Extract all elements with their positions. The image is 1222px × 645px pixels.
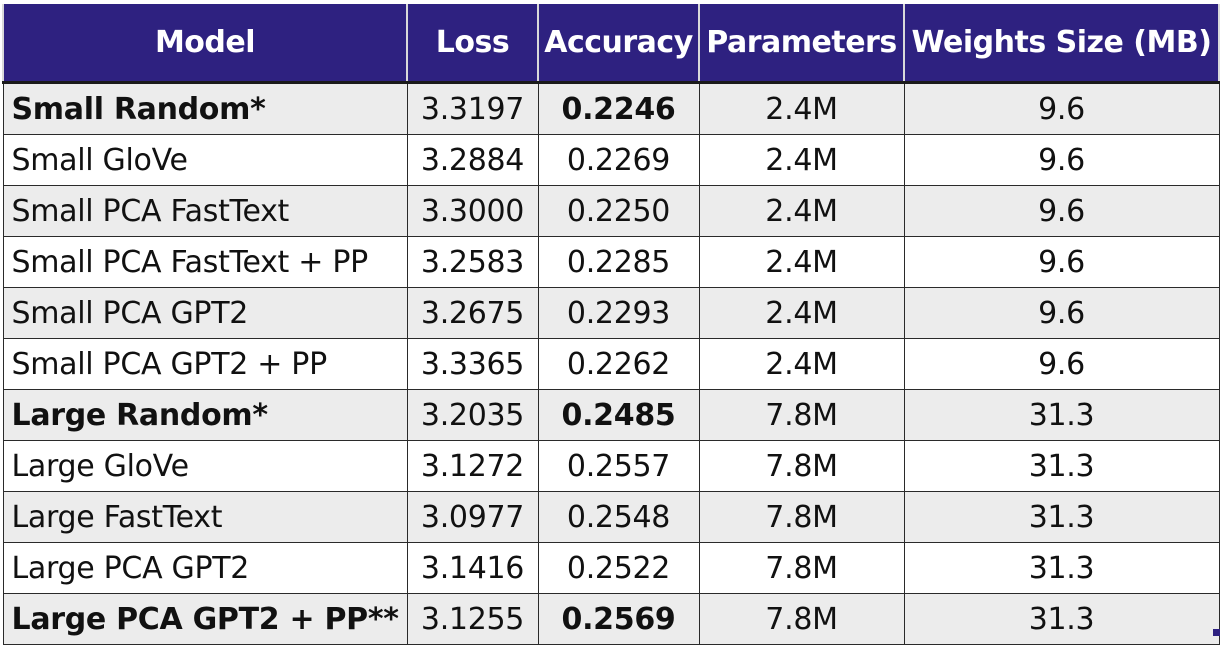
table-row: Small PCA GPT2 + PP 3.3365 0.2262 2.4M 9.6 — [2, 338, 1220, 390]
cell-loss: 3.0977 — [406, 491, 539, 543]
cell-weights-size: 9.6 — [903, 134, 1220, 186]
cell-model: Small PCA GPT2 — [2, 287, 408, 339]
cell-parameters: 7.8M — [698, 593, 905, 645]
cell-parameters: 2.4M — [698, 338, 905, 390]
cell-model: Small Random* — [2, 82, 408, 135]
cell-weights-size: 31.3 — [903, 389, 1220, 441]
cell-weights-size: 31.3 — [903, 491, 1220, 543]
header-weights-size: Weights Size (MB) — [903, 4, 1220, 84]
cell-model: Small GloVe — [2, 134, 408, 186]
cell-accuracy: 0.2522 — [537, 542, 700, 594]
cell-accuracy: 0.2485 — [537, 389, 700, 441]
header-row: Model Loss Accuracy Parameters Weights S… — [2, 4, 1220, 84]
cell-accuracy: 0.2246 — [537, 82, 700, 135]
table-row: Large GloVe 3.1272 0.2557 7.8M 31.3 — [2, 440, 1220, 492]
cell-loss: 3.1416 — [406, 542, 539, 594]
cell-model: Large PCA GPT2 — [2, 542, 408, 594]
table-body: Small Random* 3.3197 0.2246 2.4M 9.6 Small Gl… — [2, 82, 1220, 645]
cell-accuracy: 0.2548 — [537, 491, 700, 543]
cell-parameters: 7.8M — [698, 491, 905, 543]
cell-weights-size: 9.6 — [903, 338, 1220, 390]
cell-parameters: 2.4M — [698, 185, 905, 237]
cell-model: Large PCA GPT2 + PP** — [2, 593, 408, 645]
cell-accuracy: 0.2569 — [537, 593, 700, 645]
header-loss: Loss — [406, 4, 539, 84]
cell-weights-size: 31.3 — [903, 542, 1220, 594]
cell-accuracy: 0.2557 — [537, 440, 700, 492]
cell-weights-size: 9.6 — [903, 287, 1220, 339]
cell-parameters: 2.4M — [698, 82, 905, 135]
cell-loss: 3.2035 — [406, 389, 539, 441]
cell-parameters: 7.8M — [698, 542, 905, 594]
cell-accuracy: 0.2285 — [537, 236, 700, 288]
results-table: Model Loss Accuracy Parameters Weights S… — [2, 4, 1220, 645]
header-parameters: Parameters — [698, 4, 905, 84]
cell-model: Large GloVe — [2, 440, 408, 492]
cell-loss: 3.3365 — [406, 338, 539, 390]
table-row: Small Random* 3.3197 0.2246 2.4M 9.6 — [2, 82, 1220, 135]
table-row: Large PCA GPT2 + PP** 3.1255 0.2569 7.8M 31.… — [2, 593, 1220, 645]
cell-loss: 3.2583 — [406, 236, 539, 288]
cell-loss: 3.3000 — [406, 185, 539, 237]
cell-weights-size: 31.3 — [903, 440, 1220, 492]
cell-model: Small PCA FastText — [2, 185, 408, 237]
table-header: Model Loss Accuracy Parameters Weights S… — [2, 4, 1220, 84]
cell-parameters: 7.8M — [698, 440, 905, 492]
table-row: Large Random* 3.2035 0.2485 7.8M 31.3 — [2, 389, 1220, 441]
cell-weights-size: 9.6 — [903, 82, 1220, 135]
cell-model: Large FastText — [2, 491, 408, 543]
header-accuracy: Accuracy — [537, 4, 700, 84]
cell-model: Large Random* — [2, 389, 408, 441]
cell-loss: 3.3197 — [406, 82, 539, 135]
cell-weights-size: 9.6 — [903, 185, 1220, 237]
cell-loss: 3.1272 — [406, 440, 539, 492]
cell-loss: 3.2675 — [406, 287, 539, 339]
cell-parameters: 2.4M — [698, 134, 905, 186]
cell-parameters: 2.4M — [698, 236, 905, 288]
cell-accuracy: 0.2269 — [537, 134, 700, 186]
cell-model: Small PCA FastText + PP — [2, 236, 408, 288]
cell-parameters: 2.4M — [698, 287, 905, 339]
table-row: Small PCA GPT2 3.2675 0.2293 2.4M 9.6 — [2, 287, 1220, 339]
cell-accuracy: 0.2293 — [537, 287, 700, 339]
cell-loss: 3.1255 — [406, 593, 539, 645]
cell-accuracy: 0.2262 — [537, 338, 700, 390]
cell-loss: 3.2884 — [406, 134, 539, 186]
corner-handle — [1213, 629, 1220, 636]
header-model: Model — [2, 4, 408, 84]
cell-parameters: 7.8M — [698, 389, 905, 441]
table-row: Large PCA GPT2 3.1416 0.2522 7.8M 31.3 — [2, 542, 1220, 594]
cell-weights-size: 31.3 — [903, 593, 1220, 645]
cell-model: Small PCA GPT2 + PP — [2, 338, 408, 390]
cell-accuracy: 0.2250 — [537, 185, 700, 237]
cell-weights-size: 9.6 — [903, 236, 1220, 288]
table-row: Large FastText 3.0977 0.2548 7.8M 31.3 — [2, 491, 1220, 543]
table-row: Small PCA FastText 3.3000 0.2250 2.4M 9.6 — [2, 185, 1220, 237]
table-row: Small GloVe 3.2884 0.2269 2.4M 9.6 — [2, 134, 1220, 186]
table-row: Small PCA FastText + PP 3.2583 0.2285 2.4M 9… — [2, 236, 1220, 288]
